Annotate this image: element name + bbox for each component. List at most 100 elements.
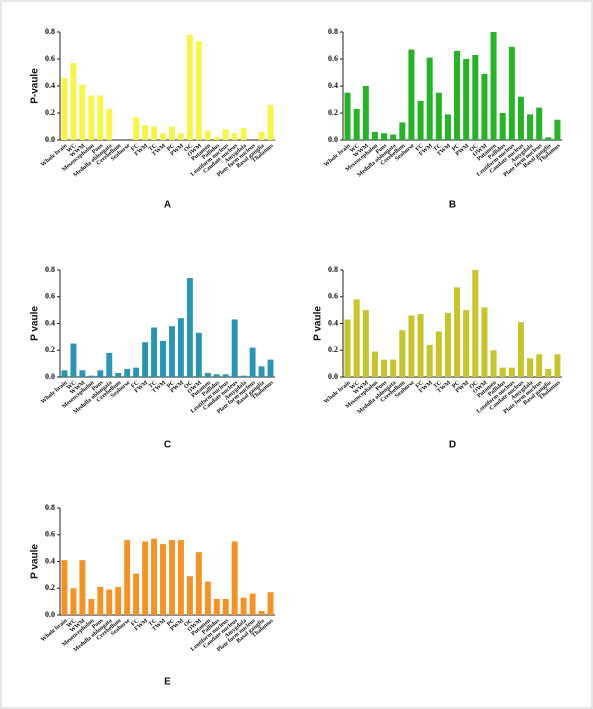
bar [454,50,461,140]
bar [454,287,461,377]
y-tick-label: 0.6 [328,292,338,301]
y-tick-label: 0.0 [45,372,55,381]
bar [177,540,184,615]
bar [115,372,122,377]
bar [160,544,166,615]
bar [545,137,552,140]
bar [186,34,193,141]
bar [344,319,351,377]
bar [490,32,497,140]
bar [545,368,552,377]
bar [240,127,247,140]
bar [554,354,561,377]
y-tick-label: 0.6 [45,530,55,539]
bar [231,319,238,377]
bar [231,133,238,140]
x-tick-label: TC [148,143,158,153]
bar [527,114,534,140]
bar [240,375,247,377]
bar [169,126,175,140]
bar [267,359,274,377]
bar [444,312,451,377]
bar [508,46,515,140]
bar [344,92,351,140]
bar [249,347,256,377]
x-tick-label: WC [66,143,78,154]
bar [463,59,470,140]
bar [213,137,220,140]
y-tick-label: 0.8 [45,27,55,36]
bar [204,130,211,140]
bar [204,372,211,377]
bar [97,586,104,615]
y-tick-label: 0.0 [328,135,338,144]
bar [204,581,211,615]
bar [79,370,86,377]
bar [499,113,506,140]
bar [70,588,77,615]
x-tick-label: OC [183,380,194,390]
bar [417,100,424,140]
y-tick-label: 0.0 [45,135,55,144]
bar [61,77,68,140]
x-tick-label: WC [66,618,78,629]
bar [472,270,479,377]
bar [115,586,122,615]
bar [517,322,524,377]
bar [195,41,202,141]
bar [133,573,140,615]
bar [151,126,158,140]
x-tick-label: FC [130,380,140,390]
y-axis-label: P vaule [313,306,324,341]
bar [362,310,369,377]
bar [195,332,202,377]
x-tick-label: OC [183,143,194,153]
y-tick-label: 0.4 [45,318,55,327]
y-axis-label: P vaule [30,544,41,579]
bar [472,54,479,141]
x-tick-label: WC [66,380,78,391]
bar [124,368,131,377]
bar [186,278,193,377]
bar [106,589,113,615]
x-tick-label: FC [130,618,140,628]
bar [61,370,68,377]
bar [195,552,202,615]
y-tick-label: 0.8 [328,27,338,36]
bar [362,86,369,140]
bar [508,367,515,377]
y-tick-label: 0.2 [45,108,55,117]
bar [554,119,561,140]
bar [258,610,265,615]
bar [142,125,149,140]
bar [371,131,378,140]
bar [97,95,104,140]
bar [390,359,397,377]
bar [70,343,77,377]
bar [249,593,256,615]
y-tick-label: 0.8 [45,265,55,274]
x-tick-label: PC [166,143,176,153]
panel-label: E [164,677,171,688]
bar [79,560,86,615]
bar [463,310,470,377]
bar [124,540,131,615]
bar [79,84,86,140]
y-tick-label: 0.6 [45,54,55,63]
bar [536,354,543,377]
x-tick-label: FC [130,143,140,153]
bar [353,108,360,140]
bar [517,96,524,140]
y-tick-label: 0.2 [328,108,338,117]
x-tick-label: FC [415,380,425,390]
bar [169,540,175,615]
bar [160,133,166,140]
y-axis-label: P vaule [30,306,41,341]
bar [435,331,442,377]
bar [186,576,193,615]
x-tick-label: TC [148,380,158,390]
bar [353,299,360,377]
bar [97,370,104,377]
x-tick-label: WC [349,143,361,154]
